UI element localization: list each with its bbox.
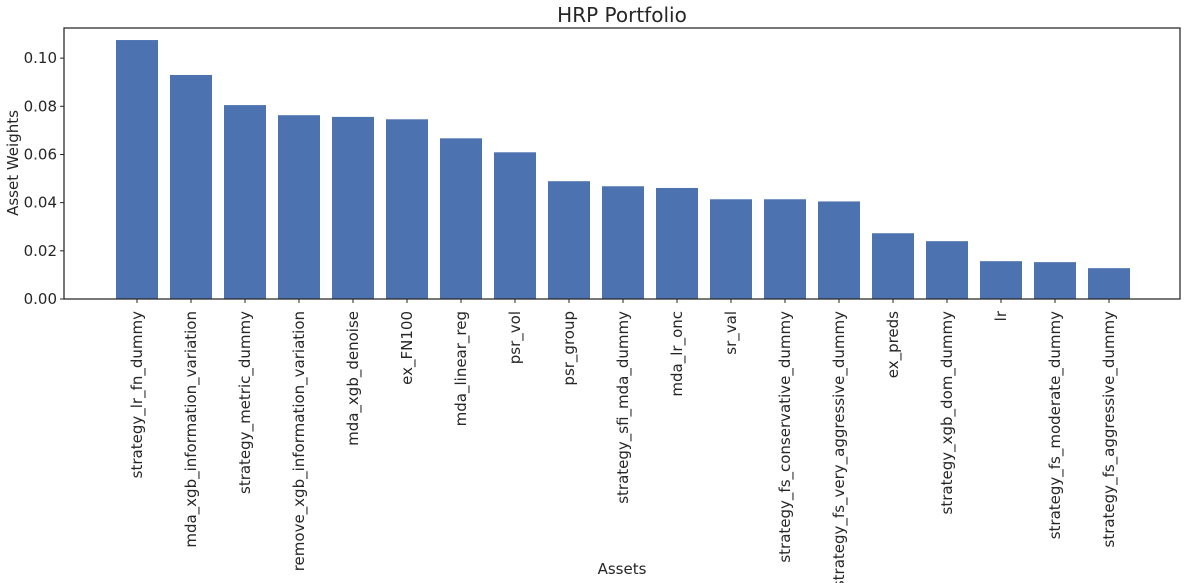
bar-mda_xgb_denoise [332, 116, 374, 299]
y-tick-label: 0.06 [24, 145, 57, 163]
x-tick-label: psr_vol [506, 311, 525, 364]
y-tick-label: 0.08 [24, 97, 57, 115]
x-tick-label: strategy_xgb_dom_dummy [938, 311, 957, 515]
bar-remove_xgb_information_variation [278, 115, 320, 299]
x-tick-label: mda_xgb_denoise [344, 311, 363, 446]
x-tick-label: psr_group [560, 311, 579, 386]
x-tick-label: lr [992, 310, 1010, 321]
x-tick-label: ex_FN100 [398, 311, 417, 385]
bars-group [116, 40, 1130, 300]
x-tick-label: strategy_sfi_mda_dummy [614, 311, 633, 504]
y-tick-label: 0.02 [24, 242, 57, 260]
bar-psr_vol [494, 152, 536, 299]
bar-strategy_fs_very_aggressive_dummy [818, 201, 860, 299]
bar-mda_xgb_information_variation [170, 74, 212, 300]
bar-mda_lr_onc [656, 187, 698, 299]
bar-mda_linear_reg [440, 138, 482, 299]
bar-psr_group [548, 181, 590, 299]
bar-strategy_sfi_mda_dummy [602, 186, 644, 299]
y-tick-label: 0.00 [24, 290, 57, 308]
x-tick-label: sr_val [722, 311, 741, 355]
x-tick-label: strategy_fs_conservative_dummy [776, 311, 795, 563]
x-tick-label: strategy_fs_aggressive_dummy [1100, 311, 1119, 548]
x-tick-label: mda_linear_reg [452, 311, 471, 426]
x-tick-label: mda_xgb_information_variation [182, 311, 201, 548]
bar-strategy_fs_moderate_dummy [1034, 262, 1076, 299]
y-tick-label: 0.04 [24, 194, 57, 212]
chart-title: HRP Portfolio [557, 3, 687, 27]
x-tick-label: strategy_fs_very_aggressive_dummy [830, 311, 849, 583]
y-tick-label: 0.10 [24, 49, 57, 67]
bar-lr [980, 261, 1022, 299]
bar-strategy_fs_aggressive_dummy [1088, 268, 1130, 299]
x-axis: strategy_lr_fn_dummy mda_xgb_information_… [128, 299, 1119, 583]
bar-strategy_fs_conservative_dummy [764, 199, 806, 299]
bar-ex_preds [872, 233, 914, 299]
bar-ex_FN100 [386, 119, 428, 299]
bar-strategy_metric_dummy [224, 105, 266, 299]
x-axis-label: Assets [598, 560, 647, 578]
x-tick-label: strategy_lr_fn_dummy [128, 311, 147, 478]
x-tick-label: mda_lr_onc [668, 311, 687, 397]
x-tick-label: remove_xgb_information_variation [290, 311, 309, 571]
bar-strategy_lr_fn_dummy [116, 40, 158, 300]
bar-strategy_xgb_dom_dummy [926, 241, 968, 299]
x-tick-label: strategy_metric_dummy [236, 311, 255, 494]
x-tick-label: strategy_fs_moderate_dummy [1046, 311, 1065, 539]
x-tick-label: ex_preds [884, 311, 903, 378]
y-axis-label: Asset Weights [4, 110, 22, 216]
bar-sr_val [710, 199, 752, 299]
plot-frame [63, 27, 1181, 300]
y-axis: 0.00 0.02 0.04 0.06 0.08 0.10 [24, 49, 64, 308]
